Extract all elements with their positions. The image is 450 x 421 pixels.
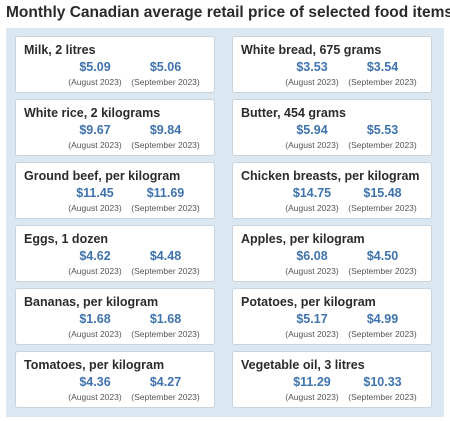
item-name: Chicken breasts, per kilogram	[241, 169, 420, 183]
period-label-september: (September 2023)	[348, 203, 417, 213]
period-label-september: (September 2023)	[348, 329, 417, 339]
price-card-apples: Apples, per kilogram $6.08 $4.50 (August…	[232, 225, 432, 282]
price-september: $4.99	[366, 312, 399, 326]
price-september: $10.33	[363, 375, 402, 389]
price-card-potatoes: Potatoes, per kilogram $5.17 $4.99 (Augu…	[232, 288, 432, 345]
period-label-september: (September 2023)	[131, 392, 200, 402]
price-card-tomatoes: Tomatoes, per kilogram $4.36 $4.27 (Augu…	[15, 351, 215, 408]
period-label-september: (September 2023)	[131, 266, 200, 276]
period-label-august: (August 2023)	[68, 77, 122, 87]
price-august: $5.09	[79, 60, 111, 74]
item-name: Butter, 454 grams	[241, 106, 346, 120]
price-august: $4.36	[79, 375, 111, 389]
price-card-white-rice: White rice, 2 kilograms $9.67 $9.84 (Aug…	[15, 99, 215, 156]
price-card-white-bread: White bread, 675 grams $3.53 $3.54 (Augu…	[232, 36, 432, 93]
item-name: Tomatoes, per kilogram	[24, 358, 165, 372]
price-september: $4.27	[149, 375, 182, 389]
price-grid: Milk, 2 litres $5.09 $5.06 (August 2023)…	[6, 28, 444, 417]
price-august: $11.29	[293, 375, 331, 389]
period-label-august: (August 2023)	[285, 329, 339, 339]
price-september: $11.69	[146, 186, 185, 200]
price-august: $5.94	[296, 123, 328, 137]
item-name: White rice, 2 kilograms	[24, 106, 161, 120]
period-label-august: (August 2023)	[68, 266, 122, 276]
price-september: $5.06	[149, 60, 182, 74]
item-name: Milk, 2 litres	[24, 43, 96, 57]
price-card-eggs: Eggs, 1 dozen $4.62 $4.48 (August 2023) …	[15, 225, 215, 282]
item-name: Bananas, per kilogram	[24, 295, 159, 309]
price-august: $11.45	[76, 186, 114, 200]
period-label-august: (August 2023)	[68, 203, 122, 213]
price-card-butter: Butter, 454 grams $5.94 $5.53 (August 20…	[232, 99, 432, 156]
price-september: $9.84	[149, 123, 182, 137]
item-name: White bread, 675 grams	[241, 43, 382, 57]
price-august: $1.68	[79, 312, 111, 326]
page-title: Monthly Canadian average retail price of…	[6, 4, 450, 21]
price-august: $5.17	[296, 312, 328, 326]
period-label-september: (September 2023)	[348, 392, 417, 402]
period-label-august: (August 2023)	[68, 392, 122, 402]
price-august: $9.67	[79, 123, 111, 137]
price-september: $4.50	[366, 249, 399, 263]
price-september: $1.68	[149, 312, 182, 326]
period-label-september: (September 2023)	[131, 140, 200, 150]
price-card-vegetable-oil: Vegetable oil, 3 litres $11.29 $10.33 (A…	[232, 351, 432, 408]
price-september: $15.48	[363, 186, 402, 200]
period-label-september: (September 2023)	[348, 77, 417, 87]
price-august: $4.62	[79, 249, 111, 263]
item-name: Vegetable oil, 3 litres	[241, 358, 365, 372]
price-august: $6.08	[296, 249, 328, 263]
period-label-august: (August 2023)	[68, 329, 122, 339]
period-label-september: (September 2023)	[348, 140, 417, 150]
price-card-milk: Milk, 2 litres $5.09 $5.06 (August 2023)…	[15, 36, 215, 93]
item-name: Potatoes, per kilogram	[241, 295, 376, 309]
period-label-september: (September 2023)	[131, 77, 200, 87]
price-september: $3.54	[366, 60, 399, 74]
period-label-september: (September 2023)	[348, 266, 417, 276]
item-name: Ground beef, per kilogram	[24, 169, 181, 183]
price-card-ground-beef: Ground beef, per kilogram $11.45 $11.69 …	[15, 162, 215, 219]
period-label-august: (August 2023)	[285, 77, 339, 87]
price-september: $4.48	[149, 249, 182, 263]
price-august: $3.53	[296, 60, 328, 74]
period-label-august: (August 2023)	[285, 266, 339, 276]
item-name: Eggs, 1 dozen	[24, 232, 109, 246]
period-label-september: (September 2023)	[131, 329, 200, 339]
period-label-august: (August 2023)	[285, 203, 339, 213]
period-label-august: (August 2023)	[285, 140, 339, 150]
price-card-bananas: Bananas, per kilogram $1.68 $1.68 (Augus…	[15, 288, 215, 345]
period-label-september: (September 2023)	[131, 203, 200, 213]
period-label-august: (August 2023)	[285, 392, 339, 402]
price-august: $14.75	[292, 186, 332, 200]
price-card-chicken-breasts: Chicken breasts, per kilogram $14.75 $15…	[232, 162, 432, 219]
item-name: Apples, per kilogram	[241, 232, 365, 246]
period-label-august: (August 2023)	[68, 140, 122, 150]
price-september: $5.53	[366, 123, 399, 137]
